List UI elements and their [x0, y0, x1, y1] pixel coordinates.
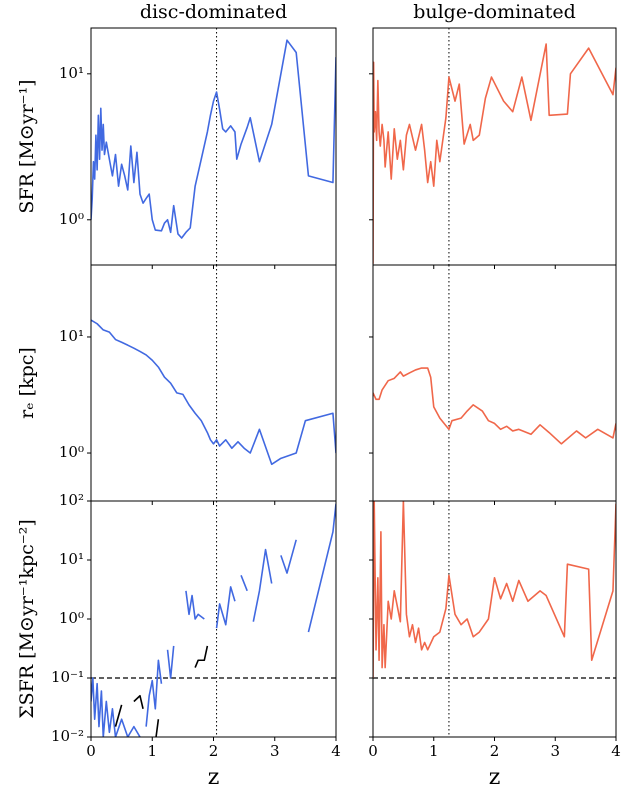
- panel-title: bulge-dominated: [413, 1, 576, 23]
- plot-area: [91, 265, 336, 501]
- x-tick-label: 1: [147, 742, 157, 760]
- x-tick-label: 0: [368, 742, 378, 760]
- panel-title: disc-dominated: [140, 1, 287, 23]
- axes-frame: [90, 264, 337, 502]
- axes-frame: [372, 27, 617, 266]
- y-axis-label: ΣSFR [M⊙yr⁻¹kpc⁻²]: [16, 519, 38, 719]
- axes-frame: [372, 500, 617, 738]
- y-axis-label: rₑ [kpc]: [16, 347, 38, 419]
- x-tick-label: 2: [209, 742, 219, 760]
- plot-area: [373, 265, 616, 501]
- series-line: [91, 39, 336, 239]
- series-line: [373, 501, 616, 679]
- x-tick-label: 0: [86, 742, 96, 760]
- x-axis-label: z: [208, 765, 220, 790]
- axes-frame: [90, 500, 337, 738]
- series-line: [91, 503, 336, 737]
- y-tick-label: 10²: [59, 491, 84, 509]
- y-tick-label: 10⁻¹: [51, 668, 84, 686]
- axes-frame: [372, 264, 617, 502]
- y-tick-label: 10⁰: [59, 609, 84, 627]
- y-tick-label: 10⁰: [59, 210, 84, 228]
- x-tick-label: 4: [331, 742, 341, 760]
- series-line: [373, 367, 616, 445]
- y-tick-label: 10¹: [59, 327, 84, 345]
- y-tick-label: 10¹: [59, 550, 84, 568]
- x-tick-label: 2: [490, 742, 500, 760]
- series-line: [116, 638, 337, 743]
- x-tick-label: 1: [429, 742, 439, 760]
- plot-area: [373, 501, 616, 737]
- plot-area: [91, 28, 336, 265]
- y-tick-label: 10¹: [59, 64, 84, 82]
- y-tick-label: 10⁰: [59, 443, 84, 461]
- y-axis-label: SFR [M⊙yr⁻¹]: [16, 79, 38, 213]
- plot-area: [91, 501, 337, 743]
- x-tick-label: 3: [270, 742, 280, 760]
- plot-area: [373, 28, 616, 265]
- y-tick-label: 10⁻²: [51, 727, 84, 745]
- x-tick-label: 4: [611, 742, 621, 760]
- series-line: [373, 43, 616, 264]
- series-line: [91, 319, 336, 466]
- x-tick-label: 3: [550, 742, 560, 760]
- axes-frame: [90, 27, 337, 266]
- x-axis-label: z: [489, 765, 501, 790]
